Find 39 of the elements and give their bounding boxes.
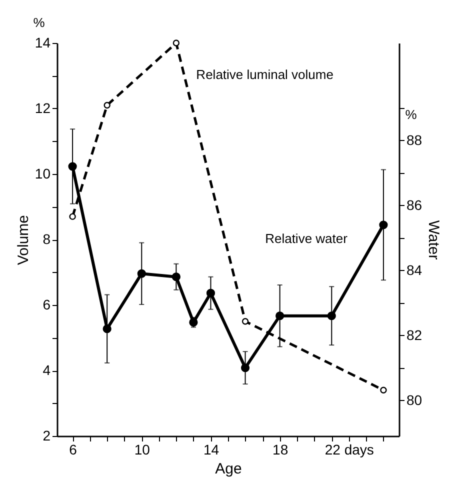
y-tick-label: 12 xyxy=(34,100,51,116)
point xyxy=(104,102,110,109)
y2-tick-label: 88 xyxy=(406,132,422,148)
y-tick-label: 2 xyxy=(42,428,51,444)
point xyxy=(102,324,112,334)
point xyxy=(380,386,387,394)
y2-tick-label: 82 xyxy=(406,326,422,343)
point xyxy=(189,318,198,327)
x-tick-label: 6 xyxy=(69,442,78,458)
point xyxy=(276,312,284,320)
y2-tick-label: 84 xyxy=(406,262,422,278)
point xyxy=(379,220,388,230)
x-tick-label: 22 days xyxy=(324,442,374,458)
point xyxy=(172,272,180,282)
point xyxy=(240,363,250,372)
text: % xyxy=(33,15,46,30)
x-tick-label: 18 xyxy=(272,442,288,458)
series-label: Relative luminal volume xyxy=(196,67,334,82)
point xyxy=(172,40,180,46)
y2-tick-label: 80 xyxy=(406,392,422,408)
text: % xyxy=(405,107,418,122)
y-tick-label: 14 xyxy=(34,34,51,50)
y-tick-label: 10 xyxy=(34,166,51,182)
point xyxy=(69,213,76,220)
point xyxy=(327,312,336,320)
point xyxy=(242,318,249,325)
y-tick-label: 8 xyxy=(42,231,51,247)
y-tick-label: 4 xyxy=(42,362,51,378)
x-axis-title: Age xyxy=(215,460,242,478)
y2-axis-title: Water xyxy=(425,220,442,260)
x-tick-label: 14 xyxy=(203,442,220,458)
point xyxy=(206,288,216,298)
x-tick-label: 10 xyxy=(134,442,150,458)
point xyxy=(137,269,146,278)
series-label: Relative water xyxy=(265,230,348,246)
point xyxy=(68,162,77,171)
y2-tick-label: 86 xyxy=(406,196,422,213)
y-axis-title: Volume xyxy=(14,214,32,266)
y-tick-label: 6 xyxy=(42,296,51,312)
